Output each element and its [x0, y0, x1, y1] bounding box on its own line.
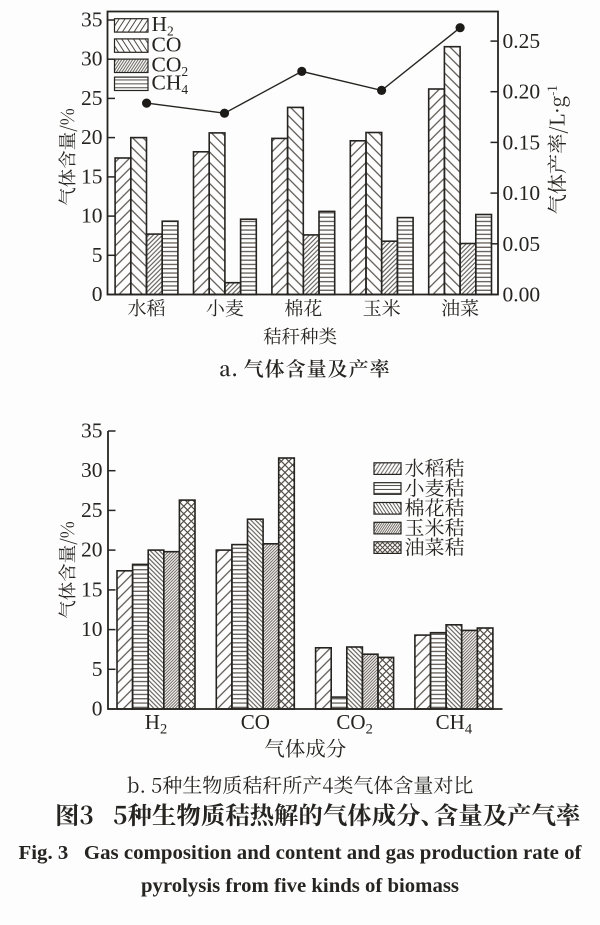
- svg-text:25: 25: [81, 86, 103, 110]
- svg-text:35: 35: [81, 419, 103, 443]
- svg-text:20: 20: [81, 538, 103, 562]
- svg-text:0.05: 0.05: [503, 232, 541, 256]
- svg-text:30: 30: [81, 47, 103, 71]
- svg-text:30: 30: [81, 458, 103, 482]
- svg-text:5: 5: [92, 657, 103, 681]
- svg-text:10: 10: [81, 204, 103, 228]
- svg-text:CO: CO: [152, 32, 182, 56]
- svg-text:0.10: 0.10: [503, 181, 541, 205]
- svg-text:0.20: 0.20: [503, 80, 541, 104]
- svg-text:25: 25: [81, 498, 103, 522]
- svg-text:5: 5: [92, 243, 103, 267]
- svg-text:10: 10: [81, 617, 103, 641]
- svg-text:15: 15: [81, 164, 103, 188]
- svg-text:35: 35: [81, 8, 103, 32]
- svg-text:0.25: 0.25: [503, 29, 541, 53]
- svg-text:pyrolysis from five kinds of b: pyrolysis from five kinds of biomass: [141, 875, 459, 897]
- svg-text:20: 20: [81, 125, 103, 149]
- svg-text:Fig. 3 Gas composition and c: Fig. 3 Gas composition and content and g…: [19, 842, 582, 864]
- svg-text:0.00: 0.00: [503, 283, 541, 307]
- svg-text:15: 15: [81, 577, 103, 601]
- svg-text:0: 0: [92, 282, 103, 306]
- svg-text:CO: CO: [241, 710, 270, 734]
- svg-text:0: 0: [92, 697, 103, 721]
- svg-text:0.15: 0.15: [503, 130, 541, 154]
